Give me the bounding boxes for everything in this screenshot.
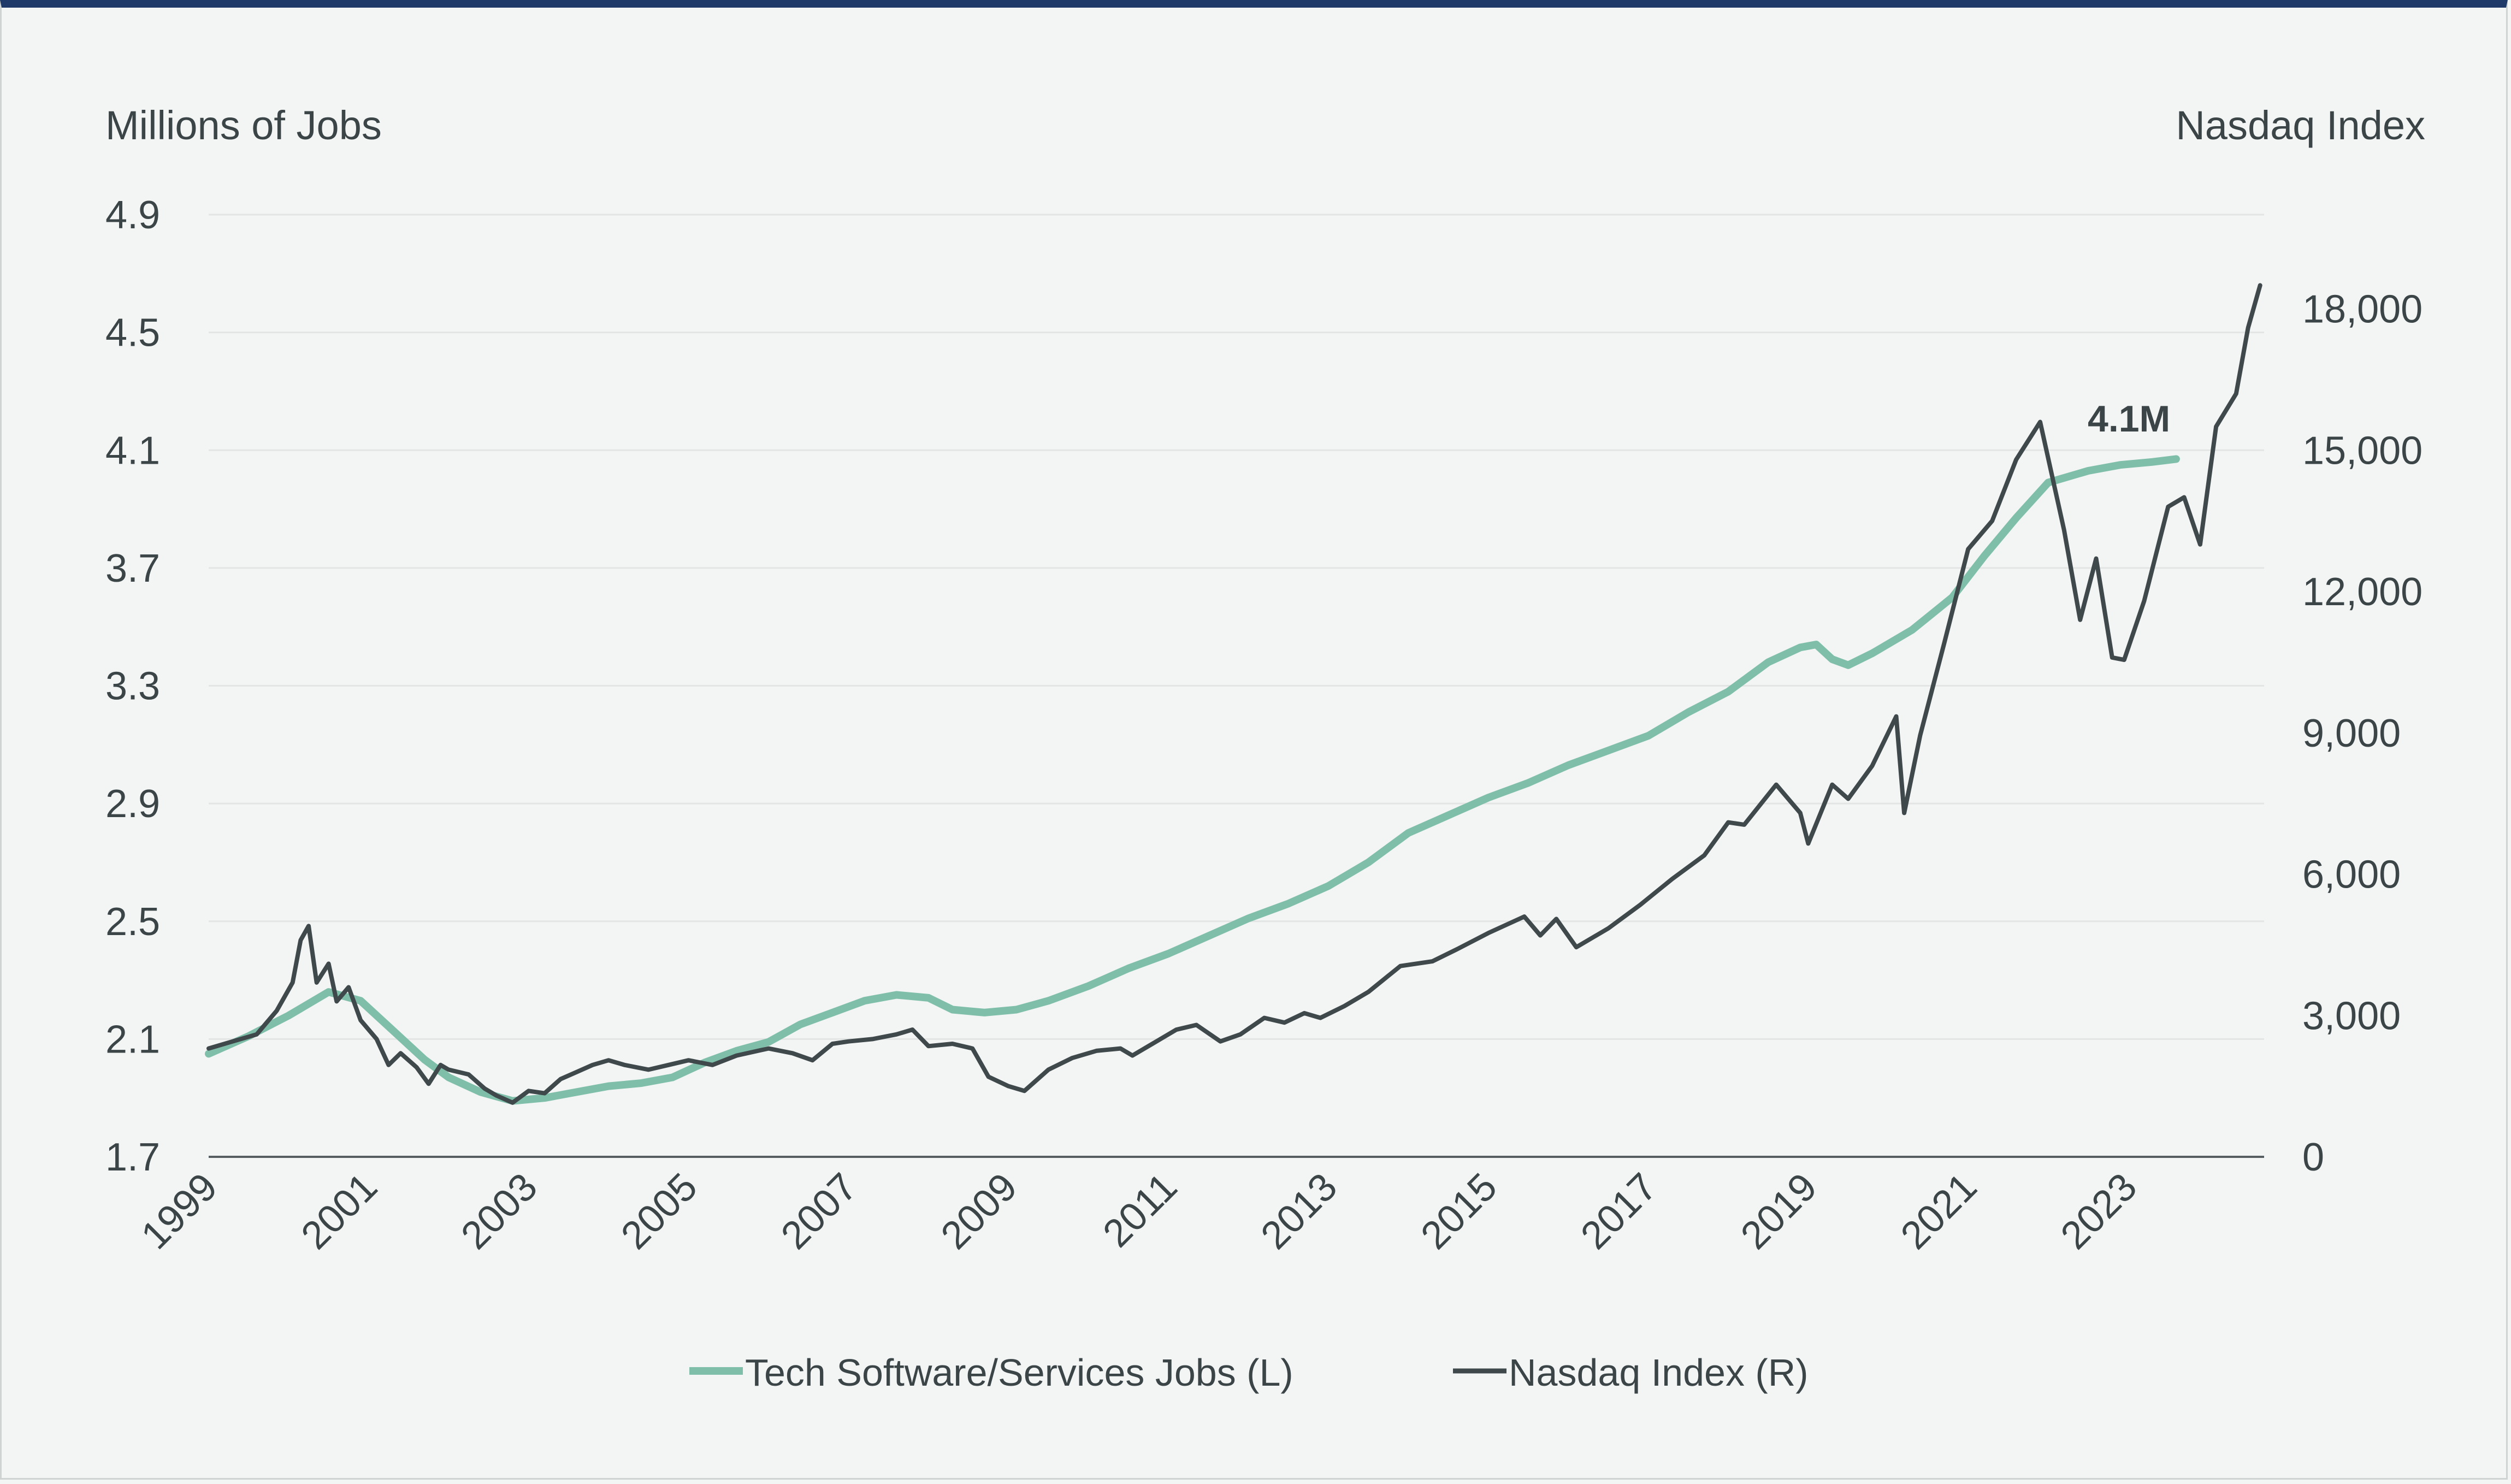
left-tick-label: 2.5 bbox=[105, 900, 160, 944]
left-tick-label: 4.9 bbox=[105, 193, 160, 237]
left-tick-label: 2.1 bbox=[105, 1018, 160, 1061]
right-tick-label: 6,000 bbox=[2302, 853, 2401, 897]
left-tick-label: 1.7 bbox=[105, 1136, 160, 1179]
right-tick-label: 0 bbox=[2302, 1136, 2324, 1179]
x-tick-label: 2005 bbox=[613, 1165, 706, 1258]
x-tick-label: 2001 bbox=[293, 1165, 386, 1258]
x-tick-label: 2003 bbox=[453, 1165, 546, 1258]
right-tick-label: 15,000 bbox=[2302, 429, 2423, 472]
x-tick-label: 2017 bbox=[1573, 1165, 1665, 1258]
x-tick-label: 2009 bbox=[933, 1165, 1026, 1258]
right-tick-label: 12,000 bbox=[2302, 570, 2423, 614]
legend: Tech Software/Services Jobs (L) Nasdaq I… bbox=[689, 1351, 1809, 1394]
x-tick-label: 2023 bbox=[2053, 1165, 2146, 1258]
x-tick-label: 2021 bbox=[1893, 1165, 1986, 1258]
x-tick-label: 2011 bbox=[1095, 1165, 1185, 1256]
left-axis-ticks: 1.7 2.1 2.5 2.9 3.3 3.7 4.1 4.5 4.9 bbox=[105, 193, 160, 1179]
right-tick-label: 3,000 bbox=[2302, 994, 2401, 1038]
right-axis-title: Nasdaq Index bbox=[2176, 103, 2425, 148]
left-tick-label: 2.9 bbox=[105, 782, 160, 826]
jobs-series-line bbox=[205, 455, 2180, 1105]
gridlines bbox=[209, 214, 2264, 1158]
right-axis-ticks: 0 3,000 6,000 9,000 12,000 15,000 18,000 bbox=[2302, 288, 2423, 1180]
jobs-annotation-label: 4.1M bbox=[2088, 398, 2170, 440]
right-tick-label: 18,000 bbox=[2302, 288, 2423, 332]
left-axis-title: Millions of Jobs bbox=[105, 103, 382, 148]
x-tick-label: 2007 bbox=[773, 1165, 866, 1258]
left-tick-label: 4.1 bbox=[105, 429, 160, 472]
right-tick-label: 9,000 bbox=[2302, 712, 2401, 755]
x-tick-label: 2013 bbox=[1252, 1165, 1345, 1258]
x-tick-label: 2019 bbox=[1733, 1165, 1825, 1258]
left-tick-label: 3.3 bbox=[105, 665, 160, 708]
left-tick-label: 3.7 bbox=[105, 547, 160, 590]
x-tick-label: 2015 bbox=[1413, 1165, 1505, 1258]
nasdaq-series-line bbox=[206, 283, 2262, 1105]
left-tick-label: 4.5 bbox=[105, 311, 160, 355]
legend-label-nasdaq: Nasdaq Index (R) bbox=[1509, 1351, 1809, 1394]
x-axis-ticks: 1999 2001 2003 2005 2007 2009 2011 2013 2015 2017… bbox=[133, 1165, 2145, 1258]
series-lines bbox=[205, 283, 2262, 1105]
legend-label-jobs: Tech Software/Services Jobs (L) bbox=[745, 1351, 1293, 1394]
